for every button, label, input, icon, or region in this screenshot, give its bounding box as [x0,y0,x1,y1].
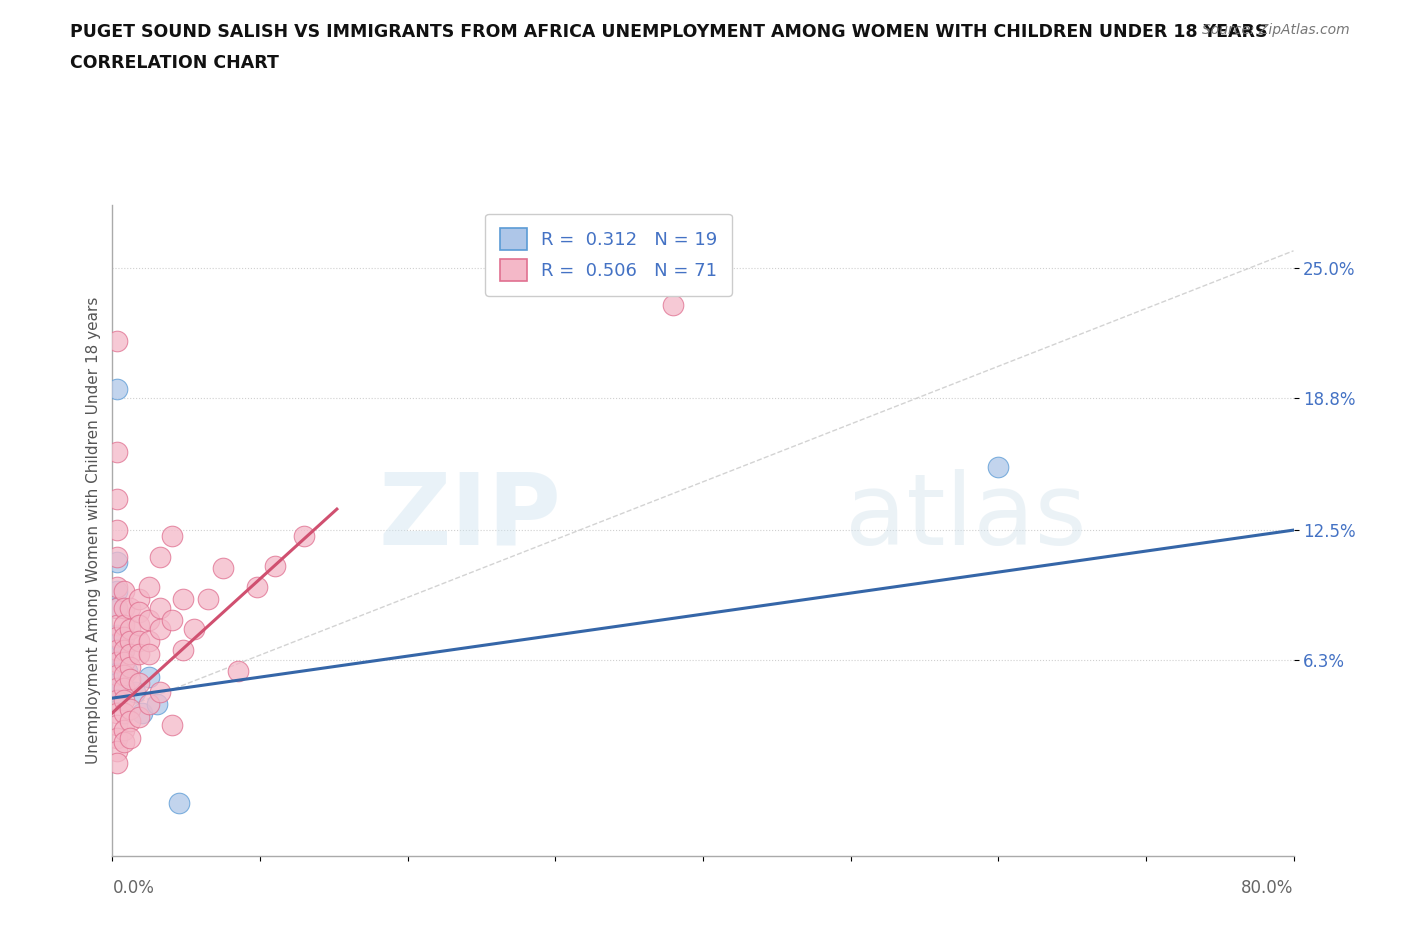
Point [662,298,685,312]
Point [112,583,135,598]
Text: ZIP: ZIP [378,469,561,565]
Point [105,756,128,771]
Point [105,731,128,746]
Point [105,554,128,569]
Point [105,643,128,658]
Point [105,743,128,758]
Point [264,558,287,573]
Point [172,592,194,607]
Point [128,634,150,649]
Point [105,655,128,670]
Point [292,529,315,544]
Point [105,579,128,594]
Point [146,697,169,711]
Point [112,680,135,695]
Point [105,618,128,632]
Point [120,634,142,649]
Point [128,710,150,724]
Text: PUGET SOUND SALISH VS IMMIGRANTS FROM AFRICA UNEMPLOYMENT AMONG WOMEN WITH CHILD: PUGET SOUND SALISH VS IMMIGRANTS FROM AF… [70,23,1268,41]
Text: CORRELATION CHART: CORRELATION CHART [70,54,280,72]
Point [120,671,142,686]
Point [105,666,128,681]
Point [105,680,128,695]
Point [112,735,135,750]
Point [105,668,128,683]
Point [160,613,183,628]
Point [112,705,135,720]
Point [120,621,142,636]
Text: 80.0%: 80.0% [1241,879,1294,897]
Point [120,646,142,661]
Point [197,592,219,607]
Point [138,613,160,628]
Point [120,713,142,728]
Point [105,550,128,565]
Point [149,684,172,699]
Point [105,676,128,691]
Point [112,601,135,616]
Point [105,705,128,720]
Point [128,592,150,607]
Point [120,701,142,716]
Point [124,684,146,699]
Point [105,643,128,658]
Point [120,601,142,616]
Point [167,796,190,811]
Point [105,491,128,506]
Point [105,693,128,708]
Point [160,718,183,733]
Point [105,684,128,699]
Point [131,705,153,720]
Point [128,604,150,619]
Point [105,382,128,397]
Point [112,693,135,708]
Point [105,523,128,538]
Point [246,579,269,594]
Point [112,723,135,737]
Point [128,646,150,661]
Point [138,646,160,661]
Point [105,583,128,598]
Point [128,676,150,691]
Text: Source: ZipAtlas.com: Source: ZipAtlas.com [1202,23,1350,37]
Point [212,561,235,576]
Point [149,621,172,636]
Point [226,663,249,678]
Point [138,670,160,684]
Point [138,697,160,711]
Point [105,601,128,616]
Point [112,643,135,658]
Y-axis label: Unemployment Among Women with Children Under 18 years: Unemployment Among Women with Children U… [86,297,101,764]
Point [105,630,128,644]
Point [987,459,1010,474]
Point [105,601,128,616]
Point [112,655,135,670]
Point [120,731,142,746]
Point [128,618,150,632]
Point [120,659,142,674]
Point [183,621,205,636]
Point [160,529,183,544]
Point [149,601,172,616]
Point [105,718,128,733]
Point [112,630,135,644]
Text: 0.0%: 0.0% [112,879,155,897]
Point [138,634,160,649]
Point [105,628,128,643]
Point [105,334,128,349]
Point [108,634,131,649]
Point [105,445,128,459]
Point [112,643,135,658]
Point [117,663,138,678]
Point [105,655,128,670]
Text: atlas: atlas [845,469,1087,565]
Point [149,550,172,565]
Point [138,579,160,594]
Point [172,643,194,658]
Point [112,668,135,683]
Point [112,618,135,632]
